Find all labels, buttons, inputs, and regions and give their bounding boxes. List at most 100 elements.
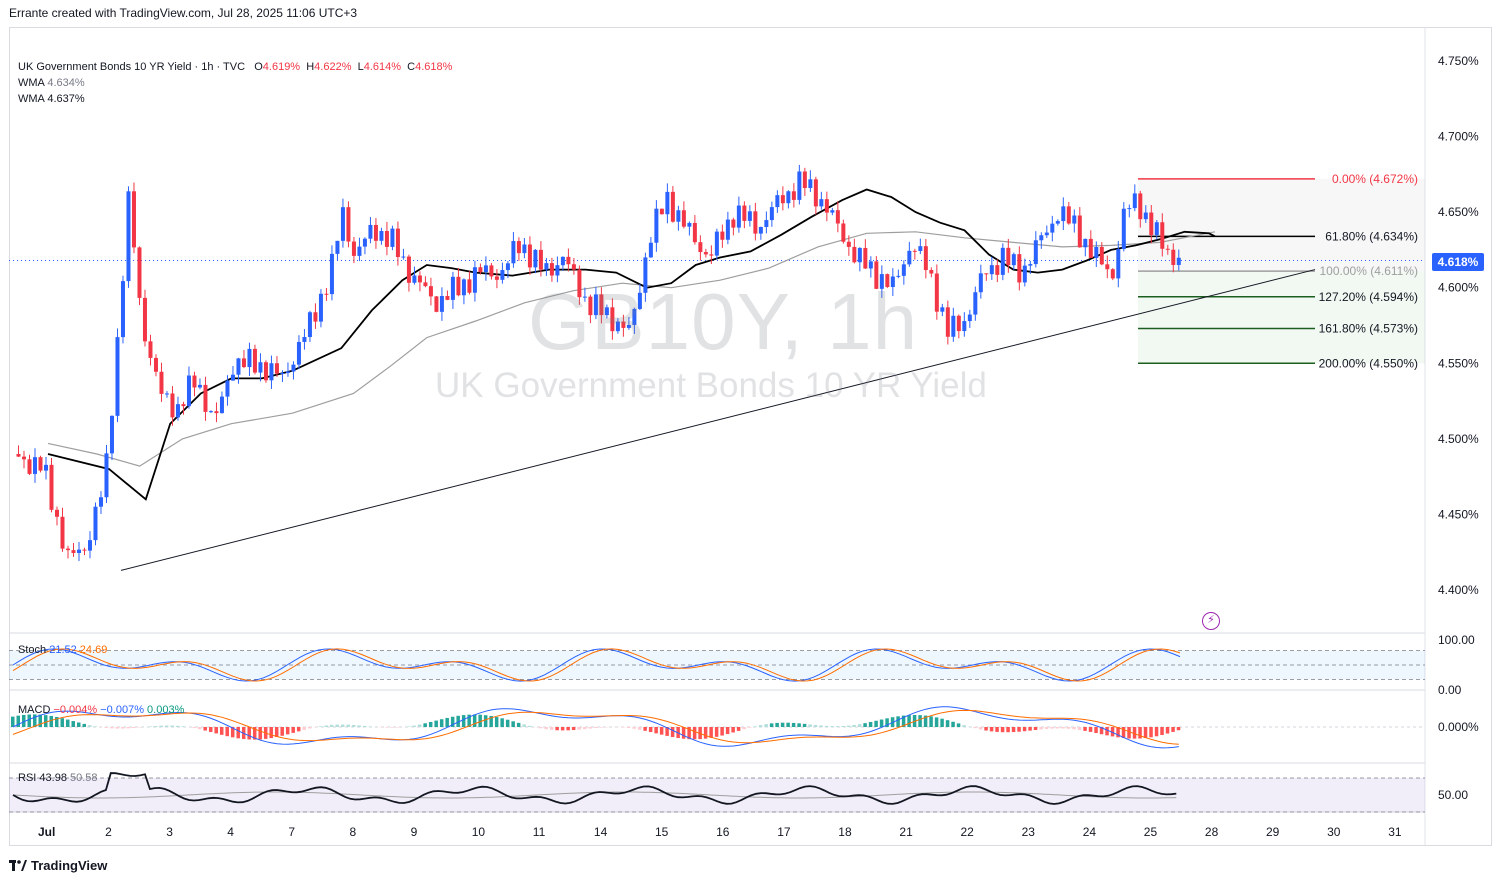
candle-body <box>445 296 450 300</box>
macd-hist-bar <box>555 727 559 731</box>
macd-hist-bar <box>549 727 554 730</box>
candle-body <box>478 267 483 273</box>
tradingview-brand[interactable]: TradingView <box>9 858 107 873</box>
candle-body <box>709 254 714 256</box>
y-tick-label: 4.650% <box>1438 205 1479 219</box>
x-tick-label: 25 <box>1144 825 1158 839</box>
macd-hist-bar <box>835 726 840 727</box>
macd-hist-bar <box>335 724 339 727</box>
macd-hist-bar <box>208 727 213 732</box>
macd-hist-bar <box>962 725 966 727</box>
macd-hist-bar <box>1132 727 1137 739</box>
macd-hist-bar <box>450 716 455 727</box>
macd-hist-bar <box>148 726 152 727</box>
candle-body <box>725 219 730 240</box>
candle-body <box>582 296 587 298</box>
macd-hist-bar <box>21 714 26 727</box>
macd-hist-bar <box>417 724 422 727</box>
candle-body <box>1127 208 1132 210</box>
fib-level-label: 61.80% (4.634%) <box>1325 229 1418 243</box>
macd-value: −0.004% <box>53 704 98 716</box>
candle-body <box>368 224 373 239</box>
candle-body <box>698 242 703 253</box>
macd-hist-bar <box>483 715 488 727</box>
macd-hist-bar <box>747 727 752 728</box>
legend-wma2-row: WMA 4.637% <box>18 91 452 107</box>
x-tick-label: 7 <box>288 825 295 839</box>
candle-body <box>852 246 857 263</box>
macd-hist-bar <box>214 727 218 734</box>
candle-body <box>313 312 318 322</box>
x-tick-label: 15 <box>655 825 669 839</box>
macd-hist-bar <box>164 725 169 727</box>
macd-hist-bar <box>197 727 202 730</box>
legend-open-label: O <box>254 61 263 73</box>
x-tick-label: 8 <box>350 825 357 839</box>
macd-hist-bar <box>1171 727 1175 732</box>
candle-body <box>791 191 796 200</box>
candle-body <box>252 348 257 373</box>
candle-body <box>1149 212 1154 236</box>
candle-body <box>989 265 994 275</box>
candle-body <box>395 228 400 258</box>
candle-body <box>120 281 125 338</box>
candle-body <box>786 191 791 204</box>
stoch-tick-label: 0.00 <box>1438 683 1462 697</box>
tradingview-logo-icon <box>9 860 27 871</box>
macd-hist-bar <box>632 727 636 729</box>
macd-tick-label: 0.000% <box>1438 720 1479 734</box>
macd-hist-bar <box>1143 727 1148 739</box>
candle-body <box>65 548 70 551</box>
candle-body <box>291 364 296 372</box>
candle-body <box>593 294 598 316</box>
candle-body <box>857 247 862 263</box>
macd-hist-bar <box>1039 727 1043 730</box>
macd-hist-bar <box>654 727 658 734</box>
candle-body <box>632 308 637 325</box>
macd-hist-bar <box>588 727 592 729</box>
candle-body <box>1022 265 1027 283</box>
candle-body <box>263 362 268 381</box>
watermark-ticker: GB10Y, 1h <box>528 277 919 366</box>
trendline <box>120 269 1316 571</box>
macd-hist-bar <box>874 720 878 727</box>
candle-body <box>775 195 780 208</box>
candle-body <box>104 453 109 498</box>
candle-body <box>978 273 983 293</box>
macd-hist-bar <box>637 727 642 730</box>
candle-body <box>907 250 912 265</box>
candle-body <box>753 211 758 234</box>
macd-hist-bar <box>1094 727 1098 734</box>
macd-hist-bar <box>274 727 279 738</box>
macd-hist-bar <box>412 725 416 727</box>
x-tick-label: 22 <box>961 825 975 839</box>
macd-hist-bar <box>329 724 334 727</box>
legend-wma1-label: WMA <box>18 77 45 89</box>
candle-body <box>500 270 505 280</box>
candle-body <box>967 314 972 322</box>
macd-hist-bar <box>252 727 257 740</box>
macd-hist-bar <box>989 727 994 732</box>
macd-hist-bar <box>577 727 581 730</box>
x-tick-label: 3 <box>166 825 173 839</box>
candle-body <box>841 223 846 242</box>
main-legend: UK Government Bonds 10 YR Yield · 1h · T… <box>18 59 452 107</box>
macd-hist-bar <box>269 727 273 739</box>
macd-hist-bar <box>901 715 906 727</box>
candle-body <box>335 240 340 254</box>
macd-hist-bar <box>918 715 922 727</box>
macd-hist-bar <box>626 727 631 729</box>
macd-hist-bar <box>170 725 174 727</box>
macd-hist-bar <box>956 723 961 727</box>
bolt-icon[interactable]: ⚡ <box>1202 612 1220 630</box>
macd-hist-bar <box>428 721 433 727</box>
candle-body <box>720 231 725 240</box>
y-tick-label: 4.700% <box>1438 130 1479 144</box>
legend-symbol: UK Government Bonds 10 YR Yield · 1h · T… <box>18 61 246 73</box>
candle-body <box>511 241 516 264</box>
candle-body <box>1154 222 1159 236</box>
macd-hist-bar <box>1110 727 1115 737</box>
candle-body <box>329 253 334 295</box>
macd-hist-bar <box>153 726 158 727</box>
